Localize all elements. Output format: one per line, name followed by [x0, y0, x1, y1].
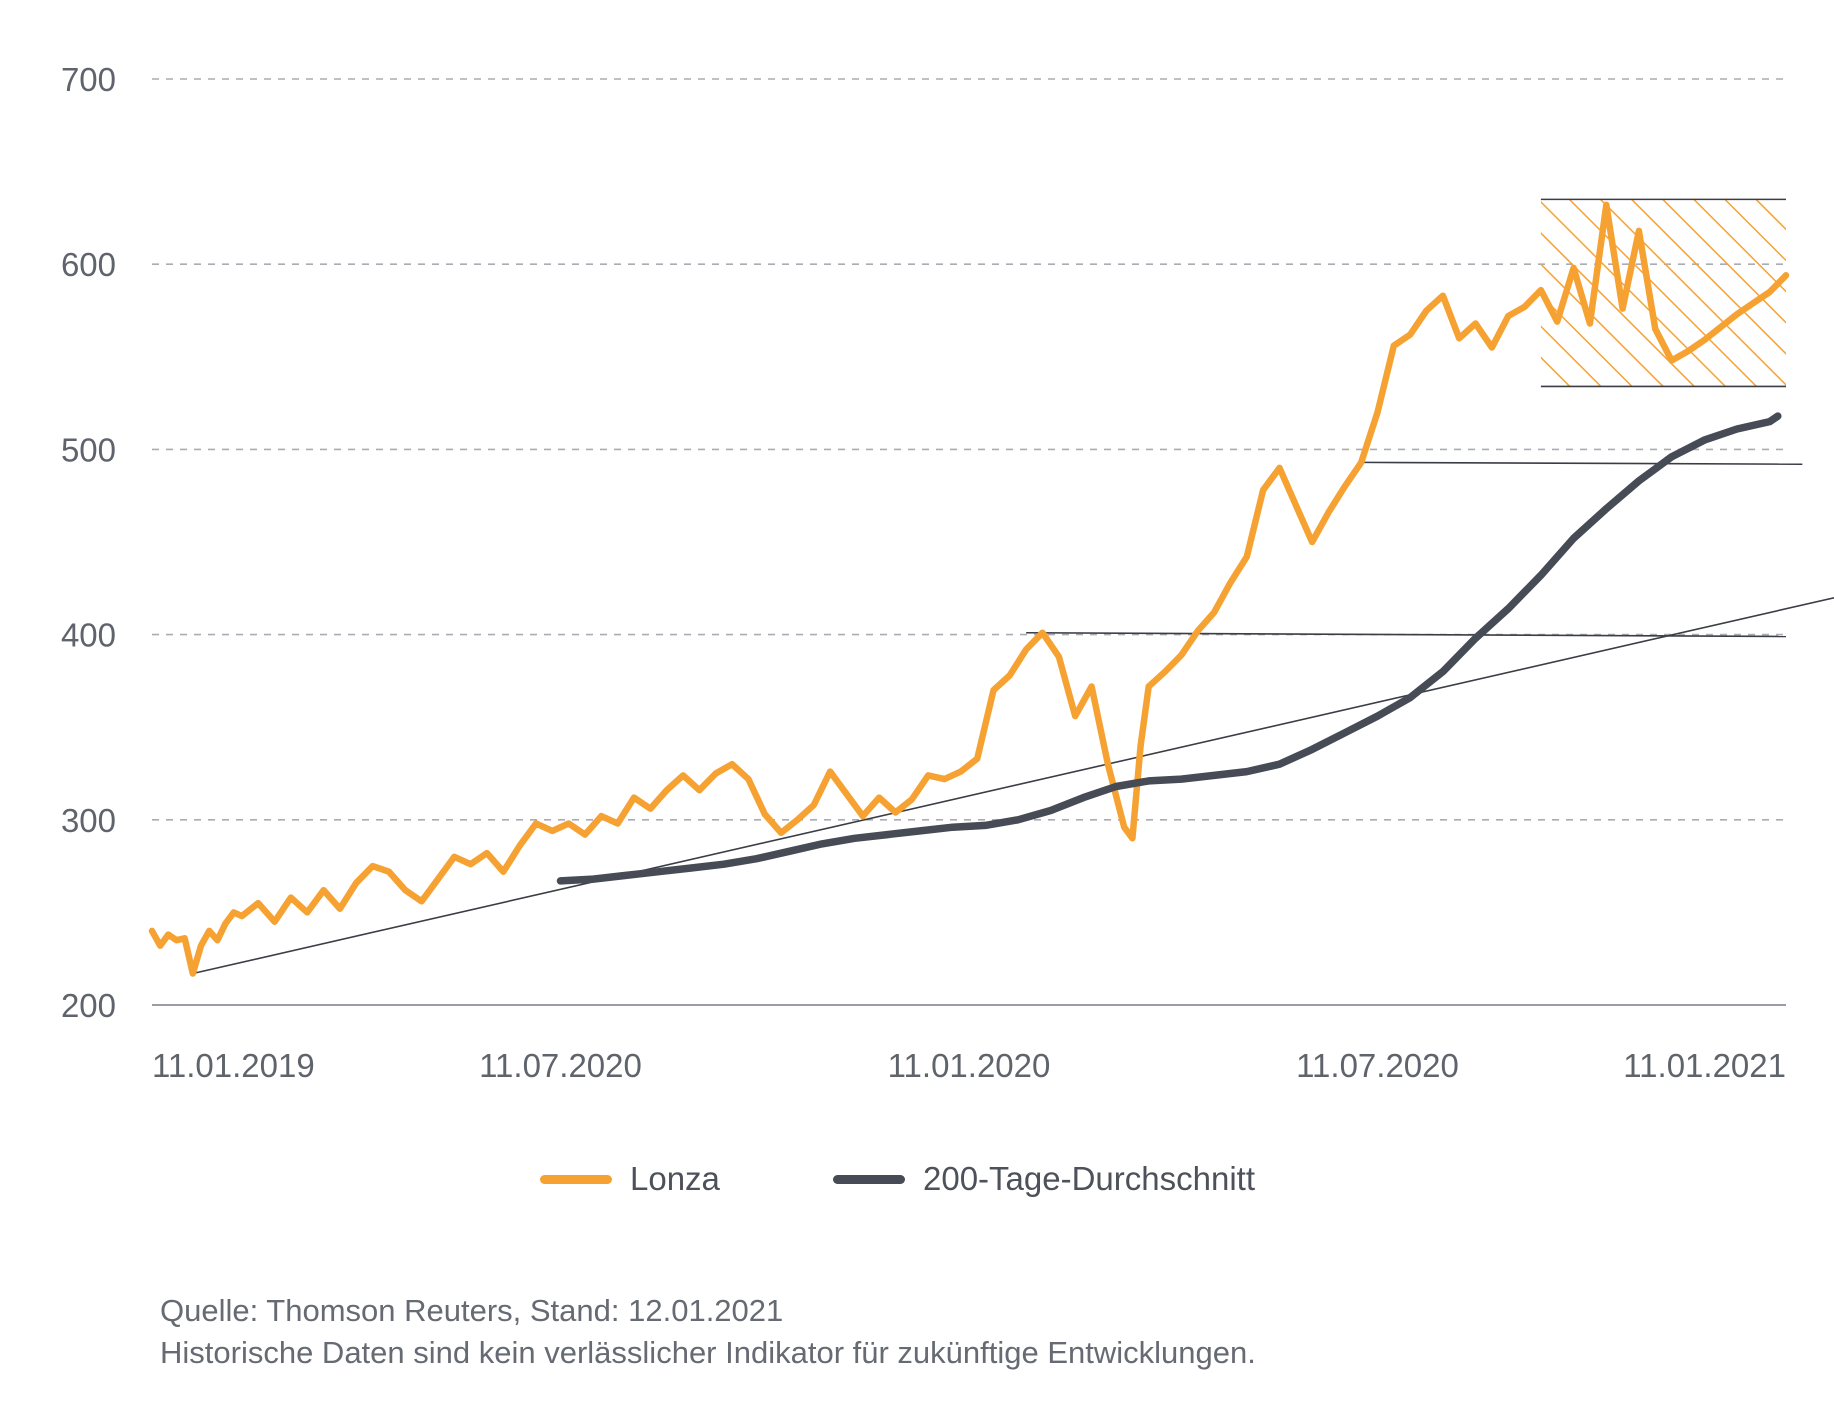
legend: Lonza 200-Tage-Durchschnitt — [0, 1160, 1834, 1208]
y-tick-label: 200 — [61, 987, 116, 1024]
trendline-line — [192, 596, 1834, 975]
legend-item-ma200: 200-Tage-Durchschnitt — [833, 1160, 1255, 1198]
legend-item-lonza: Lonza — [540, 1160, 720, 1198]
legend-label-lonza: Lonza — [630, 1160, 720, 1197]
legend-swatch-ma200 — [833, 1174, 905, 1184]
y-tick-label: 700 — [61, 61, 116, 98]
y-tick-label: 300 — [61, 802, 116, 839]
x-tick-label: 11.07.2020 — [479, 1047, 642, 1084]
x-tick-label: 11.01.2020 — [888, 1047, 1051, 1084]
resistance-400-line — [1026, 631, 1787, 638]
legend-label-ma200: 200-Tage-Durchschnitt — [923, 1160, 1255, 1197]
x-tick-label: 11.01.2019 — [152, 1047, 315, 1084]
x-axis-ticks: 11.01.2019 11.07.2020 11.01.2020 11.07.2020… — [152, 1047, 1786, 1084]
y-tick-label: 500 — [61, 431, 116, 468]
lonza-line — [148, 201, 1790, 977]
legend-swatch-lonza — [540, 1174, 612, 1184]
y-tick-label: 400 — [61, 617, 116, 654]
series — [148, 201, 1790, 977]
source-note: Quelle: Thomson Reuters, Stand: 12.01.20… — [160, 1293, 784, 1328]
grid-lines — [152, 78, 1786, 1006]
footer: Quelle: Thomson Reuters, Stand: 12.01.20… — [160, 1290, 1256, 1374]
ma200-line — [556, 412, 1782, 885]
x-tick-label: 11.01.2021 — [1623, 1047, 1786, 1084]
x-tick-label: 11.07.2020 — [1296, 1047, 1459, 1084]
disclaimer-note: Historische Daten sind kein verlässliche… — [160, 1335, 1256, 1370]
resistance-493-line — [1361, 461, 1803, 466]
y-axis-ticks: 200 300 400 500 600 700 — [61, 61, 116, 1024]
y-tick-label: 600 — [61, 246, 116, 283]
